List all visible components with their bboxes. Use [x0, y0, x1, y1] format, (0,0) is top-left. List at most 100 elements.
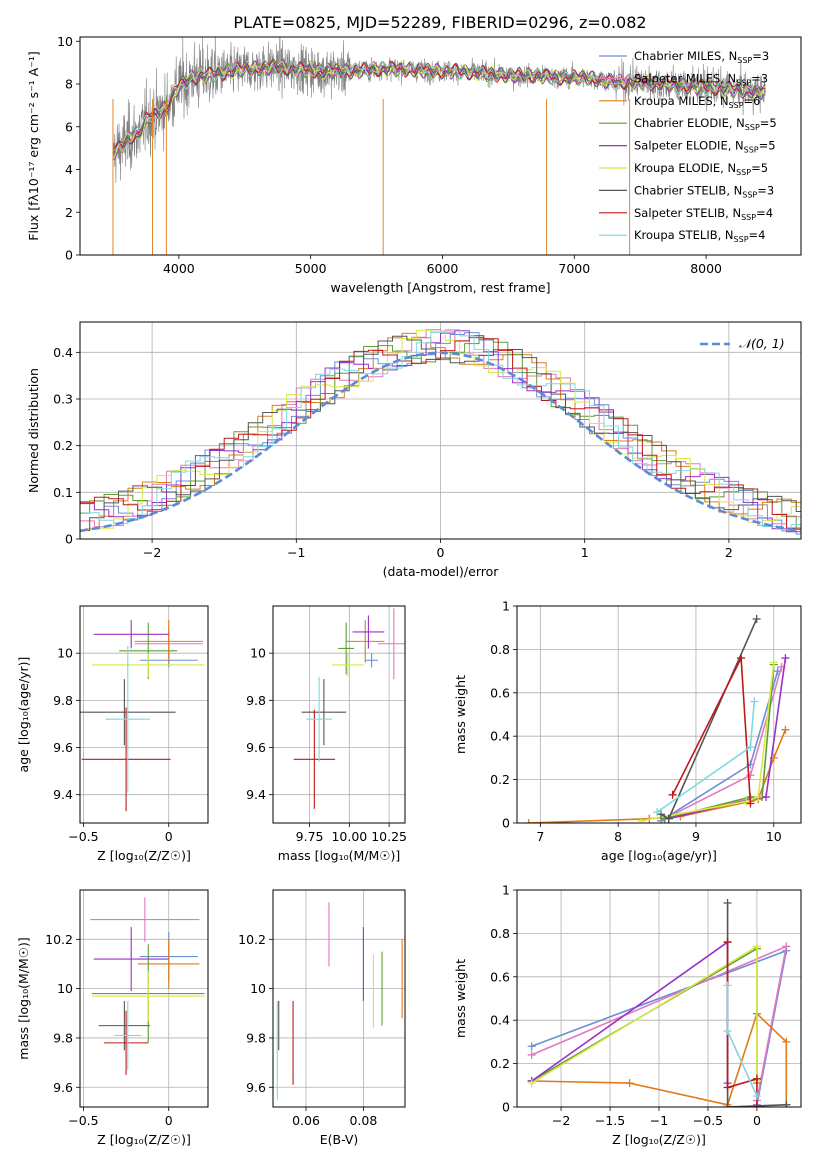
x-tick-label: 9: [692, 829, 700, 844]
y-tick-label: 9.4: [53, 787, 73, 802]
errorbar-point: [346, 620, 385, 663]
y-tick-label: 8: [65, 77, 73, 92]
mass-weight-marker: [781, 654, 790, 663]
mass-weight-marker: [637, 816, 646, 823]
errorbar-point: [138, 939, 200, 989]
y-tick-label: 1: [502, 883, 510, 898]
y-tick-label: 10: [250, 981, 266, 996]
x-tick-label: 8: [614, 829, 622, 844]
x-tick-label: 7000: [558, 261, 590, 276]
x-tick-label: −1: [287, 545, 305, 560]
residual-histogram: [84, 329, 801, 530]
errorbar-point: [98, 1000, 150, 1051]
mass-weight-marker: [737, 654, 746, 663]
legend-label: 𝒩(0, 1): [739, 336, 785, 351]
massweight-vs-age-axes: 7 8 9 10 0 0.2 0.4 0.6 0.8 1 age [log₁₀(age/yr)] ma…: [453, 599, 802, 863]
errorbar-point: [134, 620, 203, 663]
spectrum-axes: 4000 5000 6000 7000 8000 0 2 4 6 8 10 wavelength [A…: [26, 34, 802, 295]
errorbar-point: [306, 676, 332, 762]
residual-histogram: [80, 335, 801, 537]
mass-weight-marker: [723, 981, 732, 990]
x-tick-label: 0.06: [292, 1113, 320, 1128]
x-axis-label: (data-model)/error: [383, 564, 500, 579]
y-tick-label: 10.2: [238, 932, 266, 947]
y-tick-label: 0.6: [490, 969, 510, 984]
mass-weight-marker: [723, 1083, 732, 1092]
x-tick-label: 0.08: [349, 1113, 377, 1128]
errorbar-point: [301, 679, 347, 746]
y-tick-label: 0: [502, 1100, 510, 1115]
legend-label: Salpeter MILES, NSSP=3: [634, 71, 768, 87]
errorbar-point: [80, 679, 176, 746]
mass-weight-marker: [723, 1027, 732, 1036]
mass-weight-line: [531, 944, 758, 1084]
mass-weight-marker: [527, 1050, 536, 1059]
y-tick-label: 0: [502, 816, 510, 831]
y-axis-label: Normed distribution: [26, 368, 41, 493]
legend-label: Chabrier MILES, NSSP=3: [634, 49, 769, 65]
residual-histogram: [80, 330, 801, 533]
axes-frame: [272, 605, 406, 824]
x-tick-label: 6000: [427, 261, 459, 276]
legend-label: Salpeter ELODIE, NSSP=5: [634, 139, 776, 155]
errorbar-point: [93, 620, 169, 649]
massweight-vs-age-plot-area: [524, 615, 790, 823]
y-tick-label: 0.2: [53, 438, 73, 453]
errorbar-point: [377, 608, 405, 680]
x-axis-label: Z [log₁₀(Z/Z☉)]: [97, 848, 191, 863]
massweight-vs-Z-axes: −2 −1.5 −1 −0.5 0 0 0.2 0.4 0.6 0.8 1 Z [log₁₀(Z/Z☉…: [453, 883, 802, 1147]
y-tick-label: 9.8: [53, 1030, 73, 1045]
y-tick-label: 10: [57, 34, 73, 49]
mass-weight-marker: [761, 792, 770, 801]
y-tick-label: 9.8: [53, 693, 73, 708]
y-tick-label: 9.8: [246, 693, 266, 708]
residual-histogram: [80, 332, 801, 535]
y-tick-label: 0.4: [53, 345, 73, 360]
y-axis-label: age [log₁₀(age/yr)]: [16, 657, 31, 773]
mass-weight-marker: [782, 942, 791, 951]
mass-weight-marker: [752, 1074, 761, 1083]
figure-title: PLATE=0825, MJD=52289, FIBERID=0296, z=0…: [233, 13, 646, 32]
model-spectrum: [112, 60, 766, 151]
y-tick-label: 0.3: [53, 392, 73, 407]
axes-frame: [516, 605, 802, 824]
legend-label: Salpeter STELIB, NSSP=4: [634, 206, 773, 222]
legend-label: Kroupa MILES, NSSP=6: [634, 94, 760, 110]
legend-label: Chabrier ELODIE, NSSP=5: [634, 116, 777, 132]
mass-weight-line: [641, 662, 775, 822]
x-axis-label: wavelength [Angstrom, rest frame]: [330, 280, 550, 295]
y-tick-label: 0.6: [490, 685, 510, 700]
y-tick-label: 9.4: [246, 787, 266, 802]
spectrum-legend: Chabrier MILES, NSSP=3 Salpeter MILES, NS…: [599, 49, 777, 244]
x-tick-label: 8000: [690, 261, 722, 276]
axes-frame: [79, 321, 802, 540]
normal-reference-curve: [80, 351, 799, 533]
mass-weight-marker: [527, 1079, 536, 1088]
y-tick-label: 0.2: [490, 1056, 510, 1071]
mass-vs-Z-plot-area: [90, 897, 205, 1075]
mass-weight-marker: [625, 1079, 634, 1088]
y-tick-label: 6: [65, 119, 73, 134]
mass-weight-marker: [723, 938, 732, 947]
mass-weight-marker: [782, 1037, 791, 1046]
y-axis-label: mass weight: [453, 959, 468, 1038]
residual-histogram: [80, 338, 801, 530]
y-tick-label: 9.6: [246, 1080, 266, 1095]
y-tick-label: 9.6: [53, 740, 73, 755]
mass-weight-marker: [664, 814, 673, 823]
y-tick-label: 0: [65, 248, 73, 263]
y-tick-label: 0.4: [490, 1013, 510, 1028]
mass-weight-marker: [746, 743, 755, 752]
errorbar-point: [103, 1010, 149, 1075]
errorbar-point: [105, 646, 150, 793]
errorbar-point: [91, 971, 205, 1021]
x-tick-label: −0.5: [68, 829, 98, 844]
x-tick-label: −0.5: [693, 1113, 723, 1128]
errorbar-point: [114, 1000, 142, 1071]
x-tick-label: 4000: [163, 261, 195, 276]
x-tick-label: −1: [650, 1113, 668, 1128]
mass-weight-marker: [723, 899, 732, 908]
mass-weight-marker: [653, 808, 662, 817]
mass-weight-marker: [746, 771, 755, 780]
mass-weight-line: [531, 1012, 788, 1106]
